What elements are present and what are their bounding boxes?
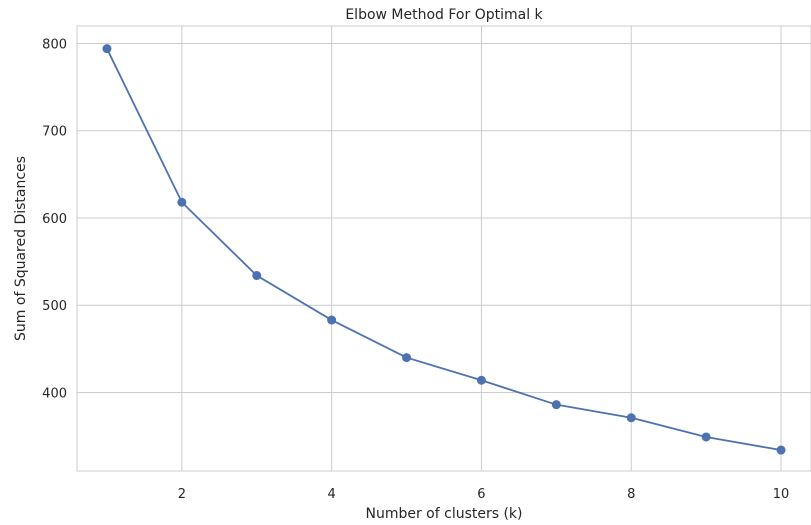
data-point bbox=[327, 315, 337, 325]
series-line bbox=[106, 48, 782, 451]
y-tick-labels: 400 500 600 700 800 bbox=[42, 37, 67, 401]
y-tick-label: 600 bbox=[42, 212, 67, 227]
data-points bbox=[102, 44, 786, 455]
data-point bbox=[177, 197, 187, 207]
x-tick-label: 6 bbox=[477, 487, 485, 502]
data-point bbox=[102, 44, 112, 54]
data-point bbox=[626, 413, 636, 423]
data-point bbox=[476, 375, 486, 385]
y-tick-label: 500 bbox=[42, 299, 67, 314]
x-tick-labels: 2 4 6 8 10 bbox=[178, 487, 790, 502]
grid-lines bbox=[77, 26, 811, 471]
chart-title: Elbow Method For Optimal k bbox=[345, 7, 543, 23]
data-point bbox=[252, 271, 262, 281]
x-axis-label: Number of clusters (k) bbox=[365, 506, 522, 522]
data-point bbox=[701, 432, 711, 442]
data-point bbox=[402, 353, 412, 363]
y-axis-label: Sum of Squared Distances bbox=[13, 156, 29, 341]
data-point bbox=[551, 400, 561, 410]
y-tick-label: 800 bbox=[42, 37, 67, 52]
data-point bbox=[776, 445, 786, 455]
y-tick-label: 700 bbox=[42, 125, 67, 140]
x-tick-label: 10 bbox=[773, 487, 790, 502]
x-tick-label: 2 bbox=[178, 487, 186, 502]
plot-frame bbox=[76, 25, 811, 472]
y-tick-label: 400 bbox=[42, 386, 67, 401]
x-tick-label: 8 bbox=[627, 487, 635, 502]
x-tick-label: 4 bbox=[328, 487, 336, 502]
